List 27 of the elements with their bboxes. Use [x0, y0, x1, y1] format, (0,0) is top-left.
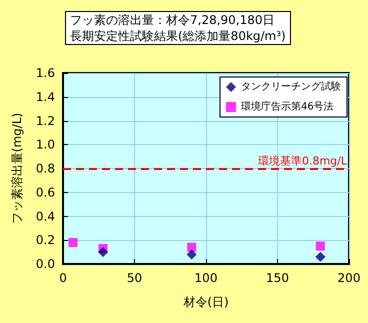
ref-line-label: 環境基準0.8mg/L [258, 154, 348, 168]
point [316, 242, 325, 251]
x-tick-label: 150 [266, 271, 289, 285]
y-tick-label: 0.4 [36, 209, 55, 224]
chart-subtitle: 長期安定性試験結果(総添加量80kg/m³) [70, 29, 286, 43]
y-tick-label: 1.2 [36, 114, 55, 128]
legend-label: 環境庁告示第46号法 [241, 100, 334, 112]
y-tick-label: 0.2 [36, 233, 55, 248]
x-tick-label: 200 [338, 271, 360, 285]
chart-title: フッ素の溶出量：材令7,28,90,180日 [70, 13, 275, 27]
point [98, 247, 108, 258]
y-tick-label: 1.0 [36, 138, 55, 152]
point [68, 238, 78, 248]
y-tick-label: 0.6 [36, 185, 55, 200]
x-tick-label: 50 [126, 271, 142, 285]
y-tick-label: 0.0 [36, 257, 55, 271]
x-axis-title: 材令(日) [182, 295, 229, 309]
point [187, 242, 196, 252]
y-axis-title: フッ素溶出量(mg/L) [10, 112, 24, 224]
y-tick-label: 1.4 [36, 90, 55, 104]
y-tick-label: 1.6 [36, 66, 55, 80]
point [315, 252, 326, 262]
point [186, 249, 197, 260]
legend-label: タンクリーチング試験 [241, 80, 341, 92]
y-tick-label: 0.8 [36, 162, 55, 176]
x-tick-label: 0 [59, 271, 67, 285]
x-tick-label: 100 [194, 271, 218, 285]
